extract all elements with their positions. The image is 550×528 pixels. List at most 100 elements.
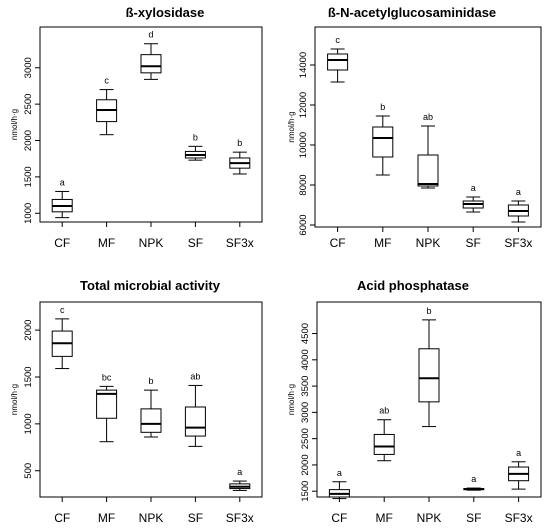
x-tick-label: NPK [417, 511, 442, 525]
x-tick-label: SF [466, 511, 481, 525]
significance-letter: ab [190, 371, 200, 381]
y-tick-label: 1000 [23, 203, 34, 224]
y-tick-label: 1500 [23, 366, 34, 387]
x-tick-label: NPK [416, 236, 441, 250]
y-tick-label: 3000 [300, 402, 311, 423]
x-tick-label: CF [54, 236, 70, 250]
significance-letter: a [60, 177, 65, 187]
significance-letter: c [104, 76, 109, 86]
y-tick-label: 14000 [298, 52, 309, 78]
box-sf3x: a [508, 448, 530, 490]
x-tick-label: CF [330, 236, 346, 250]
y-tick-label: 2000 [23, 320, 34, 341]
box-sf3x: b [229, 138, 251, 175]
x-tick-label: NPK [139, 511, 164, 525]
significance-letter: a [471, 183, 476, 193]
iqr-box [417, 154, 439, 187]
y-tick-label: 4500 [300, 323, 311, 344]
y-tick-label: 1500 [23, 166, 34, 187]
chart-title: ß-xylosidase [126, 5, 205, 20]
y-axis-label: nmol/h·g [10, 384, 19, 415]
box-cf: a [51, 177, 73, 219]
iqr-box [373, 433, 395, 455]
box-sf: ab [184, 371, 206, 447]
chart-panel-4: Acid phosphatase nmol/h·g 1500 2000 2500 3000… [287, 278, 542, 525]
y-tick-label: 1000 [23, 413, 34, 434]
y-tick-label: 2500 [300, 428, 311, 449]
iqr-box [140, 54, 162, 74]
significance-letter: b [193, 132, 198, 142]
box-cf: c [327, 35, 349, 83]
significance-letter: b [426, 306, 431, 316]
y-tick-label: 3000 [23, 57, 34, 78]
x-tick-label: CF [331, 511, 347, 525]
x-tick-label: SF3x [226, 236, 254, 250]
iqr-box [418, 348, 440, 403]
y-tick-label: 6000 [298, 214, 309, 235]
iqr-box [96, 389, 118, 419]
box-sf3x: a [507, 187, 529, 223]
significance-letter: bc [102, 372, 112, 382]
y-tick-label: 4000 [300, 349, 311, 370]
y-tick-label: 500 [23, 463, 34, 479]
box-npk: d [140, 30, 162, 80]
box-cf: a [328, 468, 350, 500]
box-npk: ab [417, 112, 439, 189]
x-tick-label: MF [374, 236, 391, 250]
box-cf: c [51, 305, 73, 370]
x-tick-label: SF3x [226, 511, 254, 525]
x-tick-label: SF3x [504, 236, 532, 250]
x-tick-label: MF [376, 511, 393, 525]
iqr-box [372, 126, 394, 158]
chart-title: Total microbial activity [80, 278, 221, 293]
y-axis-label: nmol/h·g [287, 111, 296, 142]
y-axis-label: nmol/h·g [10, 109, 19, 140]
y-axis-label: nmol/h·g [287, 384, 296, 415]
box-mf: ab [373, 406, 395, 462]
box-mf: c [96, 76, 118, 136]
significance-letter: b [380, 102, 385, 112]
significance-letter: a [237, 467, 242, 477]
box-sf: b [184, 132, 206, 161]
iqr-box [184, 406, 206, 437]
x-tick-label: SF [188, 511, 203, 525]
box-sf: a [462, 183, 484, 213]
box-sf3x: a [229, 467, 251, 491]
box-mf: b [372, 102, 394, 176]
y-tick-label: 3500 [300, 376, 311, 397]
significance-letter: ab [423, 112, 433, 122]
y-tick-label: 2500 [23, 94, 34, 115]
x-tick-label: MF [98, 511, 115, 525]
significance-letter: a [471, 474, 476, 484]
box-sf: a [463, 474, 485, 491]
significance-letter: c [335, 35, 340, 45]
y-tick-label: 2000 [300, 454, 311, 475]
x-tick-label: SF3x [505, 511, 533, 525]
significance-letter: a [337, 468, 342, 478]
chart-panel-2: ß-N-acetylglucosaminidase nmol/h·g 6000 800… [287, 5, 542, 250]
y-tick-label: 1500 [300, 481, 311, 502]
x-tick-label: CF [54, 511, 70, 525]
box-npk: b [418, 306, 440, 428]
significance-letter: a [516, 187, 521, 197]
significance-letter: b [237, 138, 242, 148]
iqr-box [140, 408, 162, 433]
chart-title: ß-N-acetylglucosaminidase [328, 5, 496, 20]
significance-letter: b [148, 376, 153, 386]
iqr-box [327, 53, 349, 71]
significance-letter: a [516, 448, 521, 458]
chart-title: Acid phosphatase [357, 278, 469, 293]
box-npk: b [140, 376, 162, 438]
y-tick-label: 10000 [298, 132, 309, 158]
x-tick-label: MF [98, 236, 115, 250]
significance-letter: ab [379, 406, 389, 416]
y-tick-label: 8000 [298, 174, 309, 195]
box-mf: bc [96, 372, 118, 443]
x-tick-label: NPK [139, 236, 164, 250]
x-tick-label: SF [188, 236, 203, 250]
significance-letter: c [60, 305, 65, 315]
chart-panel-3: Total microbial activity nmol/h·g 500 1000 1… [10, 278, 263, 525]
significance-letter: d [148, 30, 153, 40]
x-tick-label: SF [466, 236, 481, 250]
